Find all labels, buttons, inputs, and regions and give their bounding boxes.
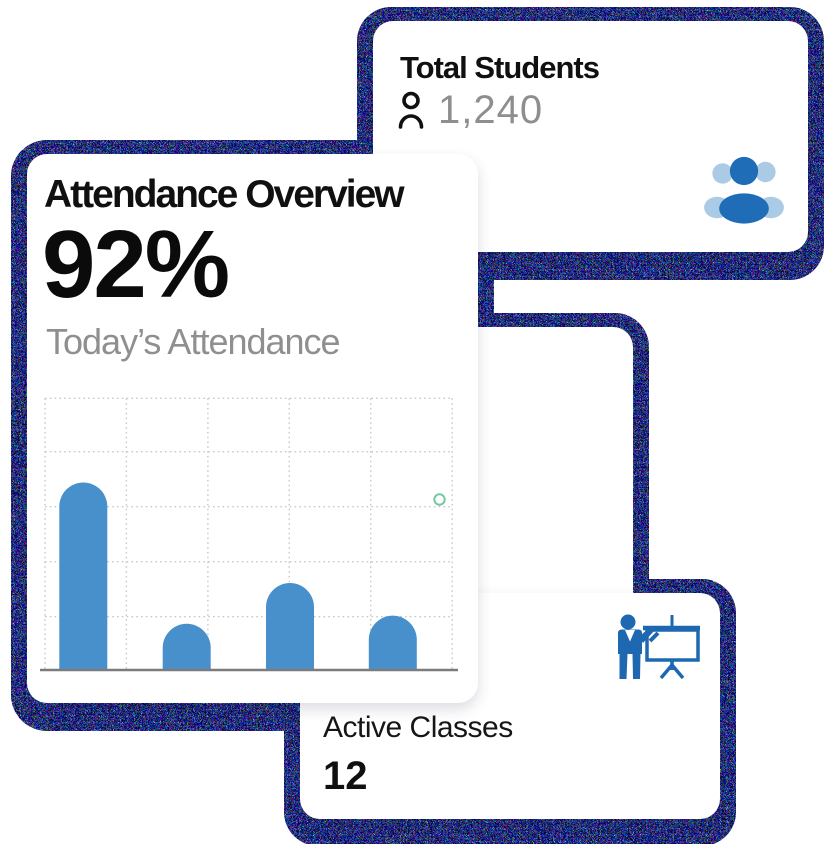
active-classes-value: 12 xyxy=(323,754,368,798)
chart-bar-3 xyxy=(266,583,314,670)
total-students-stat-row: 1,240 xyxy=(398,88,544,132)
chart-bar-1 xyxy=(59,482,108,670)
attendance-overview-card: Attendance Overview 92% Today’s Attendan… xyxy=(27,154,478,703)
chart-bar-2 xyxy=(162,623,211,670)
chart-bar-4 xyxy=(368,615,417,670)
attendance-bar-chart xyxy=(40,397,458,672)
attendance-percent: 92% xyxy=(42,211,230,318)
active-classes-title: Active Classes xyxy=(323,711,513,744)
data-point-marker xyxy=(433,493,446,506)
teacher-presentation-icon xyxy=(618,614,700,680)
total-students-title: Total Students xyxy=(400,50,600,85)
students-group-icon xyxy=(704,156,784,224)
total-students-value: 1,240 xyxy=(438,88,544,132)
attendance-subtitle: Today’s Attendance xyxy=(46,321,341,362)
attendance-title: Attendance Overview xyxy=(44,173,405,216)
user-icon xyxy=(398,91,424,129)
